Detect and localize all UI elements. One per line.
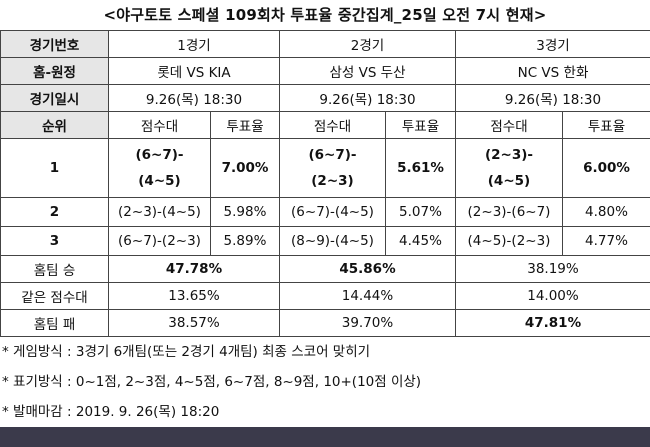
game-number-row: 경기번호 1경기 2경기 3경기 [0,30,650,58]
rank-number: 1 [0,138,109,198]
rate-cell: 6.00% [562,138,650,198]
vote-rate-table: 경기번호 1경기 2경기 3경기 홈-원정 롯데 VS KIA 삼성 VS 두산… [0,30,650,337]
rank-number: 3 [0,226,109,256]
rate-cell: 5.89% [210,226,280,256]
same-score-label: 같은 점수대 [0,282,109,310]
rate-cell: 7.00% [210,138,280,198]
home-win-label: 홈팀 승 [0,255,109,283]
score-line: (4~5) [138,173,181,189]
same-score-row: 같은 점수대 13.65% 14.44% 14.00% [0,282,650,310]
same-score-rate: 13.65% [108,282,280,310]
game-2-date: 9.26(목) 18:30 [279,84,456,112]
score-line: (4~5) [487,173,531,189]
vote-rate-header: 투표율 [210,111,280,139]
home-loss-label: 홈팀 패 [0,309,109,337]
table-row: 1 (6~7)- (4~5) 7.00% (6~7)- (2~3) 5.61% … [0,138,650,198]
rate-cell: 4.80% [562,197,650,227]
game-3-date: 9.26(목) 18:30 [455,84,650,112]
table-row: 2 (2~3)-(4~5) 5.98% (6~7)-(4~5) 5.07% (2… [0,197,650,227]
home-loss-row: 홈팀 패 38.57% 39.70% 47.81% [0,309,650,337]
home-loss-rate: 38.57% [108,309,280,337]
score-cell: (2~3)-(4~5) [108,197,211,227]
game-1-date: 9.26(목) 18:30 [108,84,280,112]
game-2-matchup: 삼성 VS 두산 [279,57,456,85]
score-cell: (2~3)-(6~7) [455,197,563,227]
score-line: (2~3)- [484,147,534,163]
score-cell: (6~7)-(2~3) [108,226,211,256]
note-notation: * 표기방식 : 0~1점, 2~3점, 4~5점, 6~7점, 8~9점, 1… [2,374,422,390]
score-cell: (2~3)- (4~5) [455,138,563,198]
table-row: 3 (6~7)-(2~3) 5.89% (8~9)-(4~5) 4.45% (4… [0,226,650,256]
score-line: (6~7)- [135,147,184,163]
game-2-number: 2경기 [279,30,456,58]
rank-number: 2 [0,197,109,227]
matchup-label: 홈-원정 [0,57,109,85]
game-date-label: 경기일시 [0,84,109,112]
vote-rate-header: 투표율 [385,111,456,139]
game-3-matchup: NC VS 한화 [455,57,650,85]
page-title: <야구토토 스페셜 109회차 투표율 중간집계_25일 오전 7시 현재> [103,6,547,24]
rate-cell: 5.61% [385,138,456,198]
rate-cell: 5.07% [385,197,456,227]
score-cell: (4~5)-(2~3) [455,226,563,256]
vote-rate-header: 투표율 [562,111,650,139]
home-win-rate: 45.86% [279,255,456,283]
score-cell: (6~7)- (4~5) [108,138,211,198]
score-line: (6~7)- [308,147,357,163]
home-win-rate: 47.78% [108,255,280,283]
note-deadline: * 발매마감 : 2019. 9. 26(목) 18:20 [2,404,220,420]
rank-label: 순위 [0,111,109,139]
game-date-row: 경기일시 9.26(목) 18:30 9.26(목) 18:30 9.26(목)… [0,84,650,112]
home-win-row: 홈팀 승 47.78% 45.86% 38.19% [0,255,650,283]
score-range-header: 점수대 [279,111,386,139]
home-loss-rate: 47.81% [455,309,650,337]
same-score-rate: 14.44% [279,282,456,310]
game-number-label: 경기번호 [0,30,109,58]
rate-cell: 5.98% [210,197,280,227]
score-line: (2~3) [311,173,354,189]
column-header-row: 순위 점수대 투표율 점수대 투표율 점수대 투표율 [0,111,650,139]
rate-cell: 4.77% [562,226,650,256]
footer-bar [0,427,650,447]
matchup-row: 홈-원정 롯데 VS KIA 삼성 VS 두산 NC VS 한화 [0,57,650,85]
game-1-matchup: 롯데 VS KIA [108,57,280,85]
score-range-header: 점수대 [108,111,211,139]
score-range-header: 점수대 [455,111,563,139]
same-score-rate: 14.00% [455,282,650,310]
note-game-method: * 게임방식 : 3경기 6개팀(또는 2경기 4개팀) 최종 스코어 맞히기 [2,344,371,360]
notes: * 게임방식 : 3경기 6개팀(또는 2경기 4개팀) 최종 스코어 맞히기 … [2,342,648,432]
home-win-rate: 38.19% [455,255,650,283]
rate-cell: 4.45% [385,226,456,256]
score-cell: (6~7)- (2~3) [279,138,386,198]
score-cell: (8~9)-(4~5) [279,226,386,256]
home-loss-rate: 39.70% [279,309,456,337]
score-cell: (6~7)-(4~5) [279,197,386,227]
game-1-number: 1경기 [108,30,280,58]
game-3-number: 3경기 [455,30,650,58]
